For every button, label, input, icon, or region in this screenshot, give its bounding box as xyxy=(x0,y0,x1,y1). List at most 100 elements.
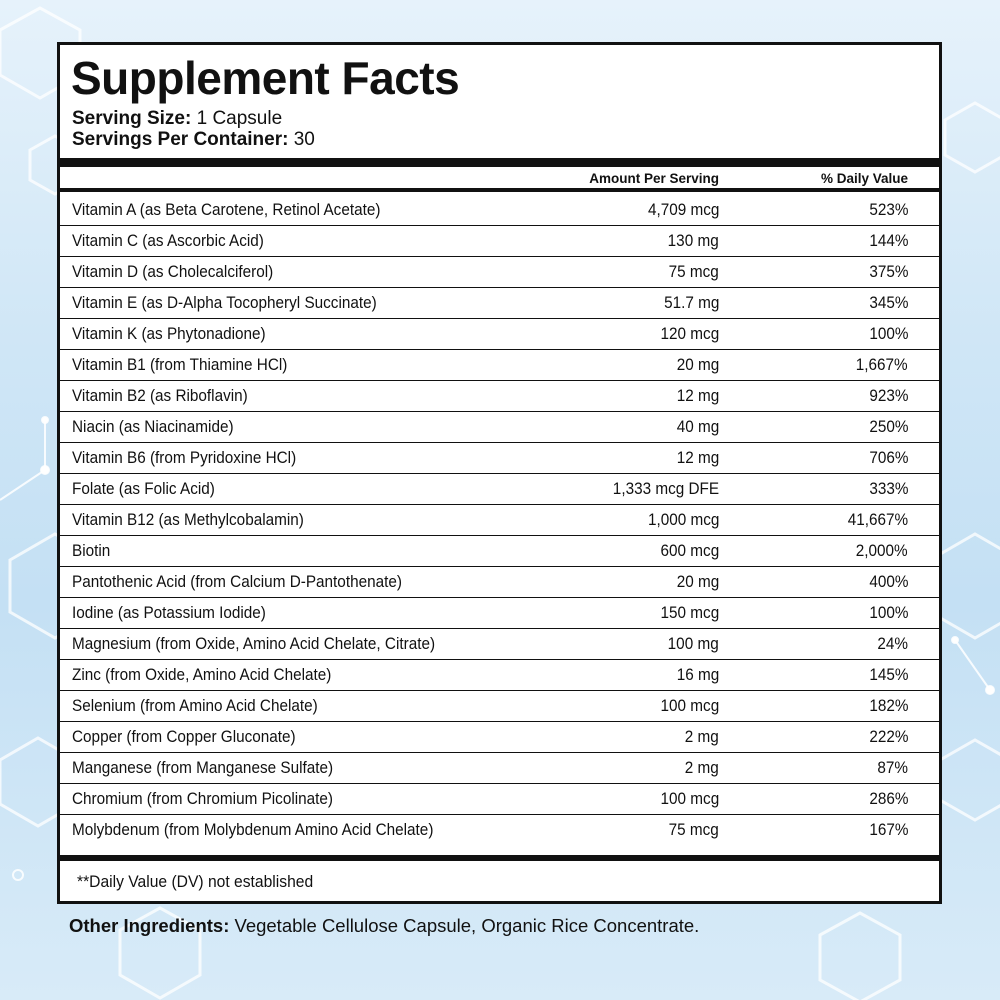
table-row: Vitamin B1 (from Thiamine HCl) 20 mg 1,667… xyxy=(60,350,939,381)
nutrient-amount: 75 mcg xyxy=(668,820,719,839)
nutrient-daily-value: 100% xyxy=(868,324,908,343)
nutrient-amount: 12 mg xyxy=(676,386,719,405)
serving-size: Serving Size: 1 Capsule xyxy=(72,108,282,130)
nutrient-name: Magnesium (from Oxide, Amino Acid Chelat… xyxy=(72,634,436,653)
nutrient-table: Vitamin A (as Beta Carotene, Retinol Ace… xyxy=(60,195,939,846)
table-row: Chromium (from Chromium Picolinate) 100 m… xyxy=(60,784,939,815)
table-row: Vitamin B2 (as Riboflavin) 12 mg 923% xyxy=(60,381,939,412)
supplement-facts-panel: Supplement Facts Serving Size: 1 Capsule… xyxy=(57,42,942,904)
table-row: Vitamin D (as Cholecalciferol) 75 mcg 375% xyxy=(60,257,939,288)
table-row: Pantothenic Acid (from Calcium D-Pantoth… xyxy=(60,567,939,598)
nutrient-name: Niacin (as Niacinamide) xyxy=(72,417,234,436)
table-row: Iodine (as Potassium Iodide) 150 mcg 100% xyxy=(60,598,939,629)
serving-size-value: 1 Capsule xyxy=(196,108,283,129)
table-row: Vitamin B6 (from Pyridoxine HCl) 12 mg 706… xyxy=(60,443,939,474)
nutrient-daily-value: 375% xyxy=(868,262,908,281)
nutrient-daily-value: 1,667% xyxy=(856,355,908,374)
nutrient-daily-value: 2,000% xyxy=(856,541,908,560)
hexagon-shape xyxy=(818,911,902,1000)
nutrient-amount: 130 mg xyxy=(667,231,719,250)
hexagon-shape xyxy=(943,101,1000,174)
nutrient-name: Iodine (as Potassium Iodide) xyxy=(72,603,266,622)
table-row: Vitamin B12 (as Methylcobalamin) 1,000 mc… xyxy=(60,505,939,536)
footnote: **Daily Value (DV) not established xyxy=(77,872,314,891)
nutrient-name: Molybdenum (from Molybdenum Amino Acid C… xyxy=(72,820,434,839)
table-row: Vitamin K (as Phytonadione) 120 mcg 100% xyxy=(60,319,939,350)
table-row: Niacin (as Niacinamide) 40 mg 250% xyxy=(60,412,939,443)
servings-per-container: Servings Per Container: 30 xyxy=(72,129,315,151)
nutrient-name: Folate (as Folic Acid) xyxy=(72,479,215,498)
nutrient-name: Vitamin B2 (as Riboflavin) xyxy=(72,386,248,405)
nutrient-daily-value: 250% xyxy=(868,417,908,436)
other-ingredients-text: Vegetable Cellulose Capsule, Organic Ric… xyxy=(234,915,700,936)
nutrient-daily-value: 167% xyxy=(868,820,908,839)
nutrient-name: Copper (from Copper Gluconate) xyxy=(72,727,296,746)
nutrient-name: Vitamin A (as Beta Carotene, Retinol Ace… xyxy=(72,200,381,219)
nutrient-name: Vitamin B6 (from Pyridoxine HCl) xyxy=(72,448,297,467)
nutrient-amount: 4,709 mcg xyxy=(647,200,719,219)
nutrient-daily-value: 523% xyxy=(868,200,908,219)
nutrient-daily-value: 145% xyxy=(868,665,908,684)
molecule-node xyxy=(40,465,50,475)
nutrient-amount: 2 mg xyxy=(684,758,719,777)
table-row: Copper (from Copper Gluconate) 2 mg 222% xyxy=(60,722,939,753)
molecule-node xyxy=(41,416,49,424)
nutrient-amount: 40 mg xyxy=(676,417,719,436)
column-header-amount: Amount Per Serving xyxy=(589,171,719,186)
nutrient-name: Vitamin B1 (from Thiamine HCl) xyxy=(72,355,288,374)
column-header-daily-value: % Daily Value xyxy=(820,171,908,186)
molecule-bond xyxy=(954,639,991,691)
nutrient-amount: 100 mg xyxy=(667,634,719,653)
nutrient-amount: 12 mg xyxy=(676,448,719,467)
table-row: Vitamin E (as D-Alpha Tocopheryl Succina… xyxy=(60,288,939,319)
nutrient-daily-value: 100% xyxy=(868,603,908,622)
nutrient-amount: 150 mcg xyxy=(660,603,719,622)
thick-divider xyxy=(60,158,939,167)
servings-per-container-value: 30 xyxy=(293,129,315,150)
nutrient-amount: 51.7 mg xyxy=(663,293,719,312)
table-row: Molybdenum (from Molybdenum Amino Acid C… xyxy=(60,815,939,846)
nutrient-daily-value: 333% xyxy=(868,479,908,498)
header-divider xyxy=(60,188,939,192)
nutrient-daily-value: 87% xyxy=(877,758,908,777)
table-row: Biotin 600 mcg 2,000% xyxy=(60,536,939,567)
serving-size-label: Serving Size: xyxy=(72,108,192,129)
hexagon-shape xyxy=(118,906,202,1000)
nutrient-amount: 120 mcg xyxy=(660,324,719,343)
nutrient-name: Biotin xyxy=(72,541,111,560)
thick-divider xyxy=(60,855,939,861)
nutrient-daily-value: 706% xyxy=(868,448,908,467)
table-row: Zinc (from Oxide, Amino Acid Chelate) 16 … xyxy=(60,660,939,691)
nutrient-name: Pantothenic Acid (from Calcium D-Pantoth… xyxy=(72,572,402,591)
servings-per-container-label: Servings Per Container: xyxy=(72,129,289,150)
molecule-node xyxy=(985,685,995,695)
other-ingredients: Other Ingredients: Vegetable Cellulose C… xyxy=(69,913,699,939)
nutrient-name: Vitamin B12 (as Methylcobalamin) xyxy=(72,510,304,529)
nutrient-name: Selenium (from Amino Acid Chelate) xyxy=(72,696,318,715)
hexagon-shape xyxy=(938,738,1000,822)
table-row: Selenium (from Amino Acid Chelate) 100 mc… xyxy=(60,691,939,722)
molecule-node xyxy=(951,636,959,644)
nutrient-amount: 100 mcg xyxy=(660,696,719,715)
nutrient-name: Chromium (from Chromium Picolinate) xyxy=(72,789,334,808)
nutrient-daily-value: 144% xyxy=(868,231,908,250)
nutrient-daily-value: 923% xyxy=(868,386,908,405)
nutrient-amount: 2 mg xyxy=(684,727,719,746)
nutrient-amount: 1,000 mcg xyxy=(647,510,719,529)
table-row: Vitamin A (as Beta Carotene, Retinol Ace… xyxy=(60,195,939,226)
molecule-bond xyxy=(0,469,46,501)
nutrient-amount: 20 mg xyxy=(676,355,719,374)
nutrient-name: Vitamin D (as Cholecalciferol) xyxy=(72,262,274,281)
nutrient-daily-value: 222% xyxy=(868,727,908,746)
nutrient-amount: 20 mg xyxy=(676,572,719,591)
nutrient-daily-value: 24% xyxy=(877,634,908,653)
nutrient-amount: 75 mcg xyxy=(668,262,719,281)
nutrient-name: Vitamin E (as D-Alpha Tocopheryl Succina… xyxy=(72,293,377,312)
nutrient-name: Manganese (from Manganese Sulfate) xyxy=(72,758,334,777)
nutrient-amount: 1,333 mcg DFE xyxy=(612,479,719,498)
panel-title: Supplement Facts xyxy=(71,52,460,104)
table-row: Vitamin C (as Ascorbic Acid) 130 mg 144% xyxy=(60,226,939,257)
nutrient-name: Vitamin C (as Ascorbic Acid) xyxy=(72,231,264,250)
nutrient-daily-value: 286% xyxy=(868,789,908,808)
nutrient-daily-value: 182% xyxy=(868,696,908,715)
